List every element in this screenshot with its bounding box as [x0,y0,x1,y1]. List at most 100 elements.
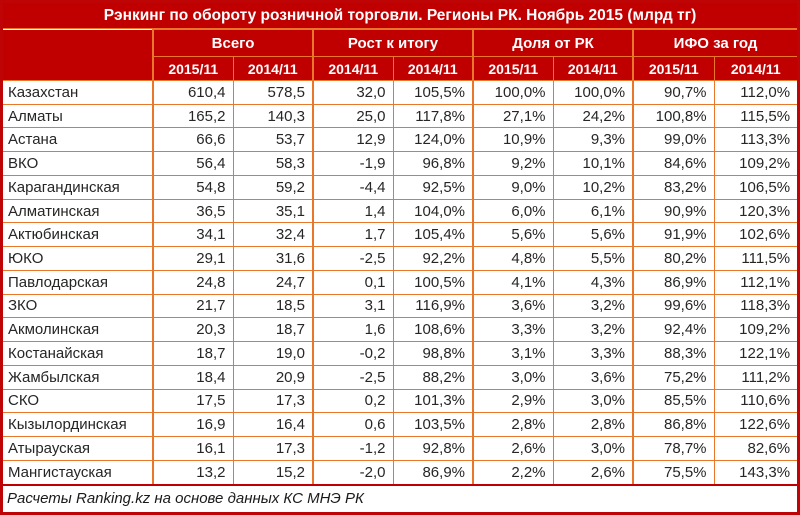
value-cell: 17,3 [232,388,314,414]
value-cell: 101,3% [392,388,474,414]
table-row: Костанайская 18,7 19,0 -0,2 98,8% 3,1% 3,3% 88,… [3,341,797,366]
period-header-total-2014: 2014/11 [232,56,314,81]
value-cell: 80,2% [632,246,715,271]
value-cell: 0,6 [312,412,394,438]
group-header-row: Всего Рост к итогу Доля от РК ИФО за год [3,29,797,81]
value-cell: 32,4 [232,222,314,248]
value-cell: 24,8 [152,269,234,295]
value-cell: 2,6% [552,459,634,484]
value-cell: 85,5% [632,388,715,414]
value-cell: 78,7% [632,436,715,461]
table-row: ЮКО 29,1 31,6 -2,5 92,2% 4,8% 5,5% 80,2% 111,5% [3,246,797,271]
value-cell: 96,8% [392,151,474,176]
value-cell: -4,4 [312,174,394,200]
region-name-cell: Жамбылская [3,364,154,390]
value-cell: 53,7 [232,127,314,153]
value-cell: 100,5% [392,269,474,295]
table-row: Актюбинская 34,1 32,4 1,7 105,4% 5,6% 5,6% 91,9… [3,222,797,248]
value-cell: 110,6% [713,388,797,414]
table-row: Акмолинская 20,3 18,7 1,6 108,6% 3,3% 3,2% 92,4… [3,317,797,343]
value-cell: 31,6 [232,246,314,271]
value-cell: 98,8% [392,341,474,366]
value-cell: 6,1% [552,198,634,224]
value-cell: 9,0% [472,174,554,200]
value-cell: 112,0% [713,80,797,105]
value-cell: 0,1 [312,269,394,295]
value-cell: 86,9% [392,459,474,484]
value-cell: 88,2% [392,364,474,390]
value-cell: 92,4% [632,317,715,343]
value-cell: 104,0% [392,198,474,224]
group-header-total: Всего [151,29,314,57]
value-cell: 109,2% [713,151,797,176]
value-cell: 36,5 [152,198,234,224]
value-cell: 9,2% [472,151,554,176]
value-cell: 35,1 [232,198,314,224]
group-header-ifo: ИФО за год [632,29,797,57]
table-row: ВКО 56,4 58,3 -1,9 96,8% 9,2% 10,1% 84,6% 109,2% [3,151,797,176]
value-cell: 56,4 [152,151,234,176]
value-cell: 117,8% [392,103,474,129]
value-cell: 102,6% [713,222,797,248]
value-cell: 84,6% [632,151,715,176]
table-row: Мангистауская 13,2 15,2 -2,0 86,9% 2,2% 2,6% 75… [3,459,797,484]
region-name-cell: Алматы [3,103,154,129]
value-cell: 578,5 [232,80,314,105]
value-cell: 100,0% [552,80,634,105]
data-table: Всего Рост к итогу Доля от РК ИФО за год… [3,29,797,484]
value-cell: 4,8% [472,246,554,271]
value-cell: 58,3 [232,151,314,176]
value-cell: 3,1 [312,293,394,319]
value-cell: 10,1% [552,151,634,176]
table-row: Алматы 165,2 140,3 25,0 117,8% 27,1% 24,2% 100,… [3,103,797,129]
value-cell: 108,6% [392,317,474,343]
value-cell: 86,8% [632,412,715,438]
value-cell: 0,2 [312,388,394,414]
value-cell: 2,6% [472,436,554,461]
value-cell: 2,2% [472,459,554,484]
group-header-share: Доля от РК [472,29,634,57]
period-header-growth-2: 2014/11 [392,56,474,81]
value-cell: 27,1% [472,103,554,129]
value-cell: 13,2 [152,459,234,484]
region-name-cell: Атырауская [3,436,154,461]
period-header-ifo-2015: 2015/11 [632,56,715,81]
source-note: Расчеты Ranking.kz на основе данных КС М… [3,484,797,512]
value-cell: 10,2% [552,174,634,200]
value-cell: 4,1% [472,269,554,295]
region-name-cell: Астана [3,127,154,153]
value-cell: 82,6% [713,436,797,461]
value-cell: 12,9 [312,127,394,153]
value-cell: 18,4 [152,364,234,390]
table-title: Рэнкинг по обороту розничной торговли. Р… [3,3,797,29]
value-cell: 16,4 [232,412,314,438]
region-name-cell: Казахстан [3,80,154,105]
group-header-growth: Рост к итогу [312,29,474,57]
value-cell: 116,9% [392,293,474,319]
value-cell: -2,5 [312,246,394,271]
value-cell: 75,2% [632,364,715,390]
table-row: Кызылординская 16,9 16,4 0,6 103,5% 2,8% 2,8% 8… [3,412,797,438]
value-cell: 92,2% [392,246,474,271]
value-cell: -1,9 [312,151,394,176]
value-cell: 2,8% [472,412,554,438]
value-cell: 103,5% [392,412,474,438]
value-cell: 124,0% [392,127,474,153]
value-cell: 100,8% [632,103,715,129]
table-row: Казахстан 610,4 578,5 32,0 105,5% 100,0% 100,0… [3,80,797,105]
value-cell: 17,5 [152,388,234,414]
region-name-cell: ЗКО [3,293,154,319]
value-cell: -0,2 [312,341,394,366]
value-cell: 86,9% [632,269,715,295]
value-cell: 105,5% [392,80,474,105]
value-cell: 32,0 [312,80,394,105]
value-cell: 100,0% [472,80,554,105]
value-cell: 122,6% [713,412,797,438]
value-cell: 106,5% [713,174,797,200]
value-cell: 99,0% [632,127,715,153]
value-cell: 143,3% [713,459,797,484]
value-cell: 18,7 [152,341,234,366]
value-cell: -1,2 [312,436,394,461]
value-cell: 59,2 [232,174,314,200]
